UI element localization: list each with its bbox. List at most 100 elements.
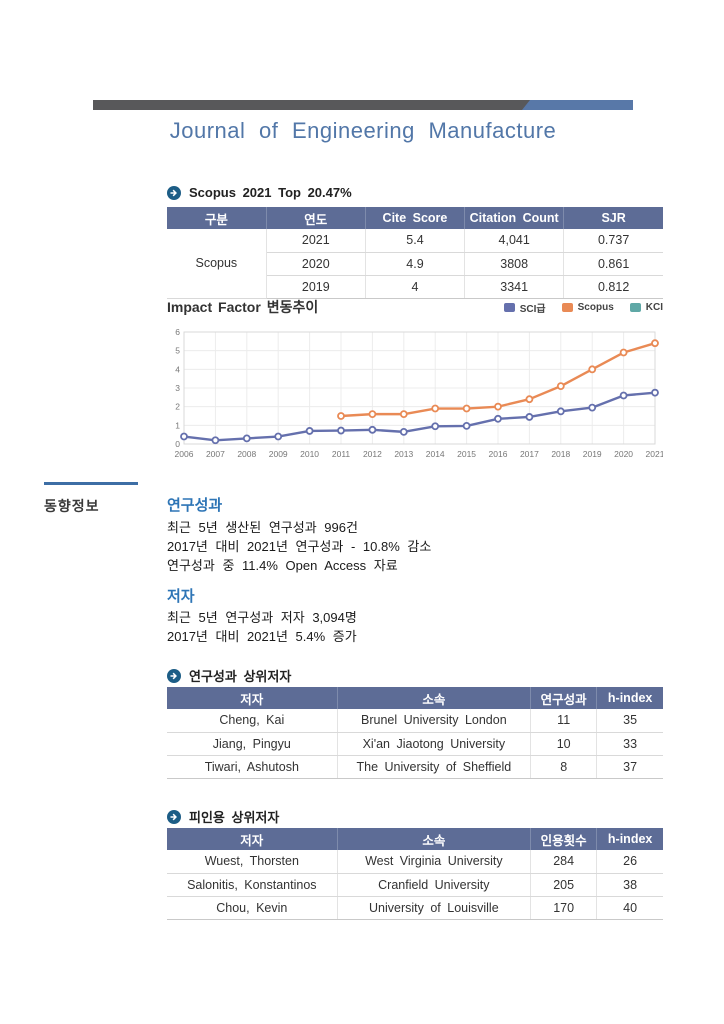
legend-item-kci: KCI	[629, 301, 663, 313]
cell-cite-score: 5.4	[365, 229, 466, 253]
research-line-3: 연구성과 중 11.4% Open Access 자료	[167, 558, 398, 573]
col-sjr: SJR	[563, 207, 663, 229]
cell-affiliation: West Virginia University	[337, 850, 532, 874]
cell-output: 11	[530, 709, 598, 733]
chart-title: Impact Factor 변동추이	[167, 299, 319, 315]
svg-text:2007: 2007	[206, 449, 225, 459]
top-authors-heading-label: 연구성과 상위저자	[189, 669, 292, 684]
scopus-metrics-table: 구분 연도 Cite Score Citation Count SJR Scop…	[167, 207, 663, 299]
col-citation-count: Citation Count	[464, 207, 565, 229]
cell-year: 2019	[266, 275, 366, 299]
top-authors-table: 저자 소속 연구성과 h-index Cheng, Kai Brunel Uni…	[167, 687, 663, 779]
research-line-2: 2017년 대비 2021년 연구성과 - 10.8% 감소	[167, 539, 432, 554]
svg-text:2006: 2006	[175, 449, 194, 459]
impact-factor-line-chart: 0 1 2 3 4 5 6 2006 2007 2008 2009 2010 2011 2012 2013 2…	[167, 326, 665, 464]
cell-hindex: 33	[596, 732, 663, 756]
authors-line-2: 2017년 대비 2021년 5.4% 증가	[167, 629, 357, 644]
cell-affiliation: University of Louisville	[337, 896, 532, 920]
arrow-circle-icon	[167, 668, 181, 683]
cell-hindex: 38	[596, 873, 663, 897]
cell-cite-score: 4	[365, 275, 466, 299]
cell-affiliation: Xi'an Jiaotong University	[337, 732, 532, 756]
arrow-circle-icon	[167, 809, 181, 824]
col-output: 연구성과	[530, 687, 598, 709]
cell-output: 10	[530, 732, 598, 756]
cell-citations: 205	[530, 873, 598, 897]
svg-text:4: 4	[175, 364, 180, 374]
cell-citation-count: 4,041	[464, 229, 565, 253]
cell-output: 8	[530, 755, 598, 779]
svg-text:2020: 2020	[614, 449, 633, 459]
col-hindex: h-index	[596, 828, 663, 850]
cell-year: 2020	[266, 252, 366, 276]
svg-text:2018: 2018	[551, 449, 570, 459]
cell-author: Chou, Kevin	[167, 896, 338, 920]
table-row: Salonitis, Konstantinos Cranfield Univer…	[167, 873, 663, 897]
cited-authors-heading-label: 피인용 상위저자	[189, 810, 280, 825]
top-authors-heading: 연구성과 상위저자	[167, 666, 291, 685]
svg-text:2012: 2012	[363, 449, 382, 459]
legend-item-sci: SCI급	[503, 300, 546, 315]
legend-item-scopus: Scopus	[561, 301, 614, 313]
legend-label-scopus: Scopus	[577, 301, 614, 313]
chart-legend: SCI급 Scopus KCI	[503, 300, 663, 315]
table-header-row: 저자 소속 인용횟수 h-index	[167, 828, 663, 850]
cell-sjr: 0.737	[563, 229, 663, 253]
cell-author: Jiang, Pingyu	[167, 732, 338, 756]
cited-authors-heading: 피인용 상위저자	[167, 807, 279, 826]
cell-citations: 284	[530, 850, 598, 874]
scopus-section-heading: Scopus 2021 Top 20.47%	[167, 185, 352, 200]
table-row: Cheng, Kai Brunel University London 11 3…	[167, 709, 663, 733]
col-affiliation: 소속	[337, 687, 532, 709]
legend-swatch-sci	[503, 302, 515, 312]
table-row: Wuest, Thorsten West Virginia University…	[167, 850, 663, 874]
svg-text:2009: 2009	[269, 449, 288, 459]
cell-author: Cheng, Kai	[167, 709, 338, 733]
col-hindex: h-index	[596, 687, 663, 709]
cell-affiliation: Brunel University London	[337, 709, 532, 733]
table-row: 2019 4 3341 0.812	[167, 275, 663, 299]
svg-text:2017: 2017	[520, 449, 539, 459]
svg-text:2014: 2014	[426, 449, 445, 459]
sidebar-section-label: 동향정보	[44, 498, 100, 514]
research-output-heading: 연구성과	[167, 497, 223, 514]
col-author: 저자	[167, 687, 338, 709]
cell-sjr: 0.812	[563, 275, 663, 299]
cell-hindex: 35	[596, 709, 663, 733]
research-line-1: 최근 5년 생산된 연구성과 996건	[167, 520, 358, 535]
table-row: Jiang, Pingyu Xi'an Jiaotong University …	[167, 732, 663, 756]
col-gubun: 구분	[167, 207, 267, 229]
cell-sjr: 0.861	[563, 252, 663, 276]
table-row: Scopus 2021 5.4 4,041 0.737	[167, 229, 663, 299]
cell-author: Wuest, Thorsten	[167, 850, 338, 874]
cell-citation-count: 3341	[464, 275, 565, 299]
cited-authors-table: 저자 소속 인용횟수 h-index Wuest, Thorsten West …	[167, 828, 663, 920]
cell-citations: 170	[530, 896, 598, 920]
svg-text:1: 1	[175, 420, 180, 430]
cell-hindex: 26	[596, 850, 663, 874]
legend-label-sci: SCI급	[519, 303, 546, 315]
cell-citation-count: 3808	[464, 252, 565, 276]
table-row: 2020 4.9 3808 0.861	[167, 252, 663, 276]
col-affiliation: 소속	[337, 828, 532, 850]
journal-title: Journal of Engineering Manufacture	[169, 118, 557, 143]
legend-label-kci: KCI	[645, 301, 663, 313]
col-cite-score: Cite Score	[365, 207, 466, 229]
svg-text:6: 6	[175, 327, 180, 337]
cell-hindex: 40	[596, 896, 663, 920]
col-citations: 인용횟수	[530, 828, 598, 850]
col-year: 연도	[266, 207, 366, 229]
legend-swatch-scopus	[561, 302, 573, 312]
svg-text:5: 5	[175, 346, 180, 356]
cell-hindex: 37	[596, 755, 663, 779]
scopus-heading-label: Scopus 2021 Top 20.47%	[189, 185, 352, 200]
authors-heading: 저자	[167, 588, 195, 605]
col-author: 저자	[167, 828, 338, 850]
authors-lines: 최근 5년 연구성과 저자 3,094명 2017년 대비 2021년 5.4%…	[167, 608, 357, 646]
svg-text:2010: 2010	[300, 449, 319, 459]
cell-cite-score: 4.9	[365, 252, 466, 276]
svg-text:2021: 2021	[646, 449, 663, 459]
cell-author: Salonitis, Konstantinos	[167, 873, 338, 897]
legend-swatch-kci	[629, 302, 641, 312]
